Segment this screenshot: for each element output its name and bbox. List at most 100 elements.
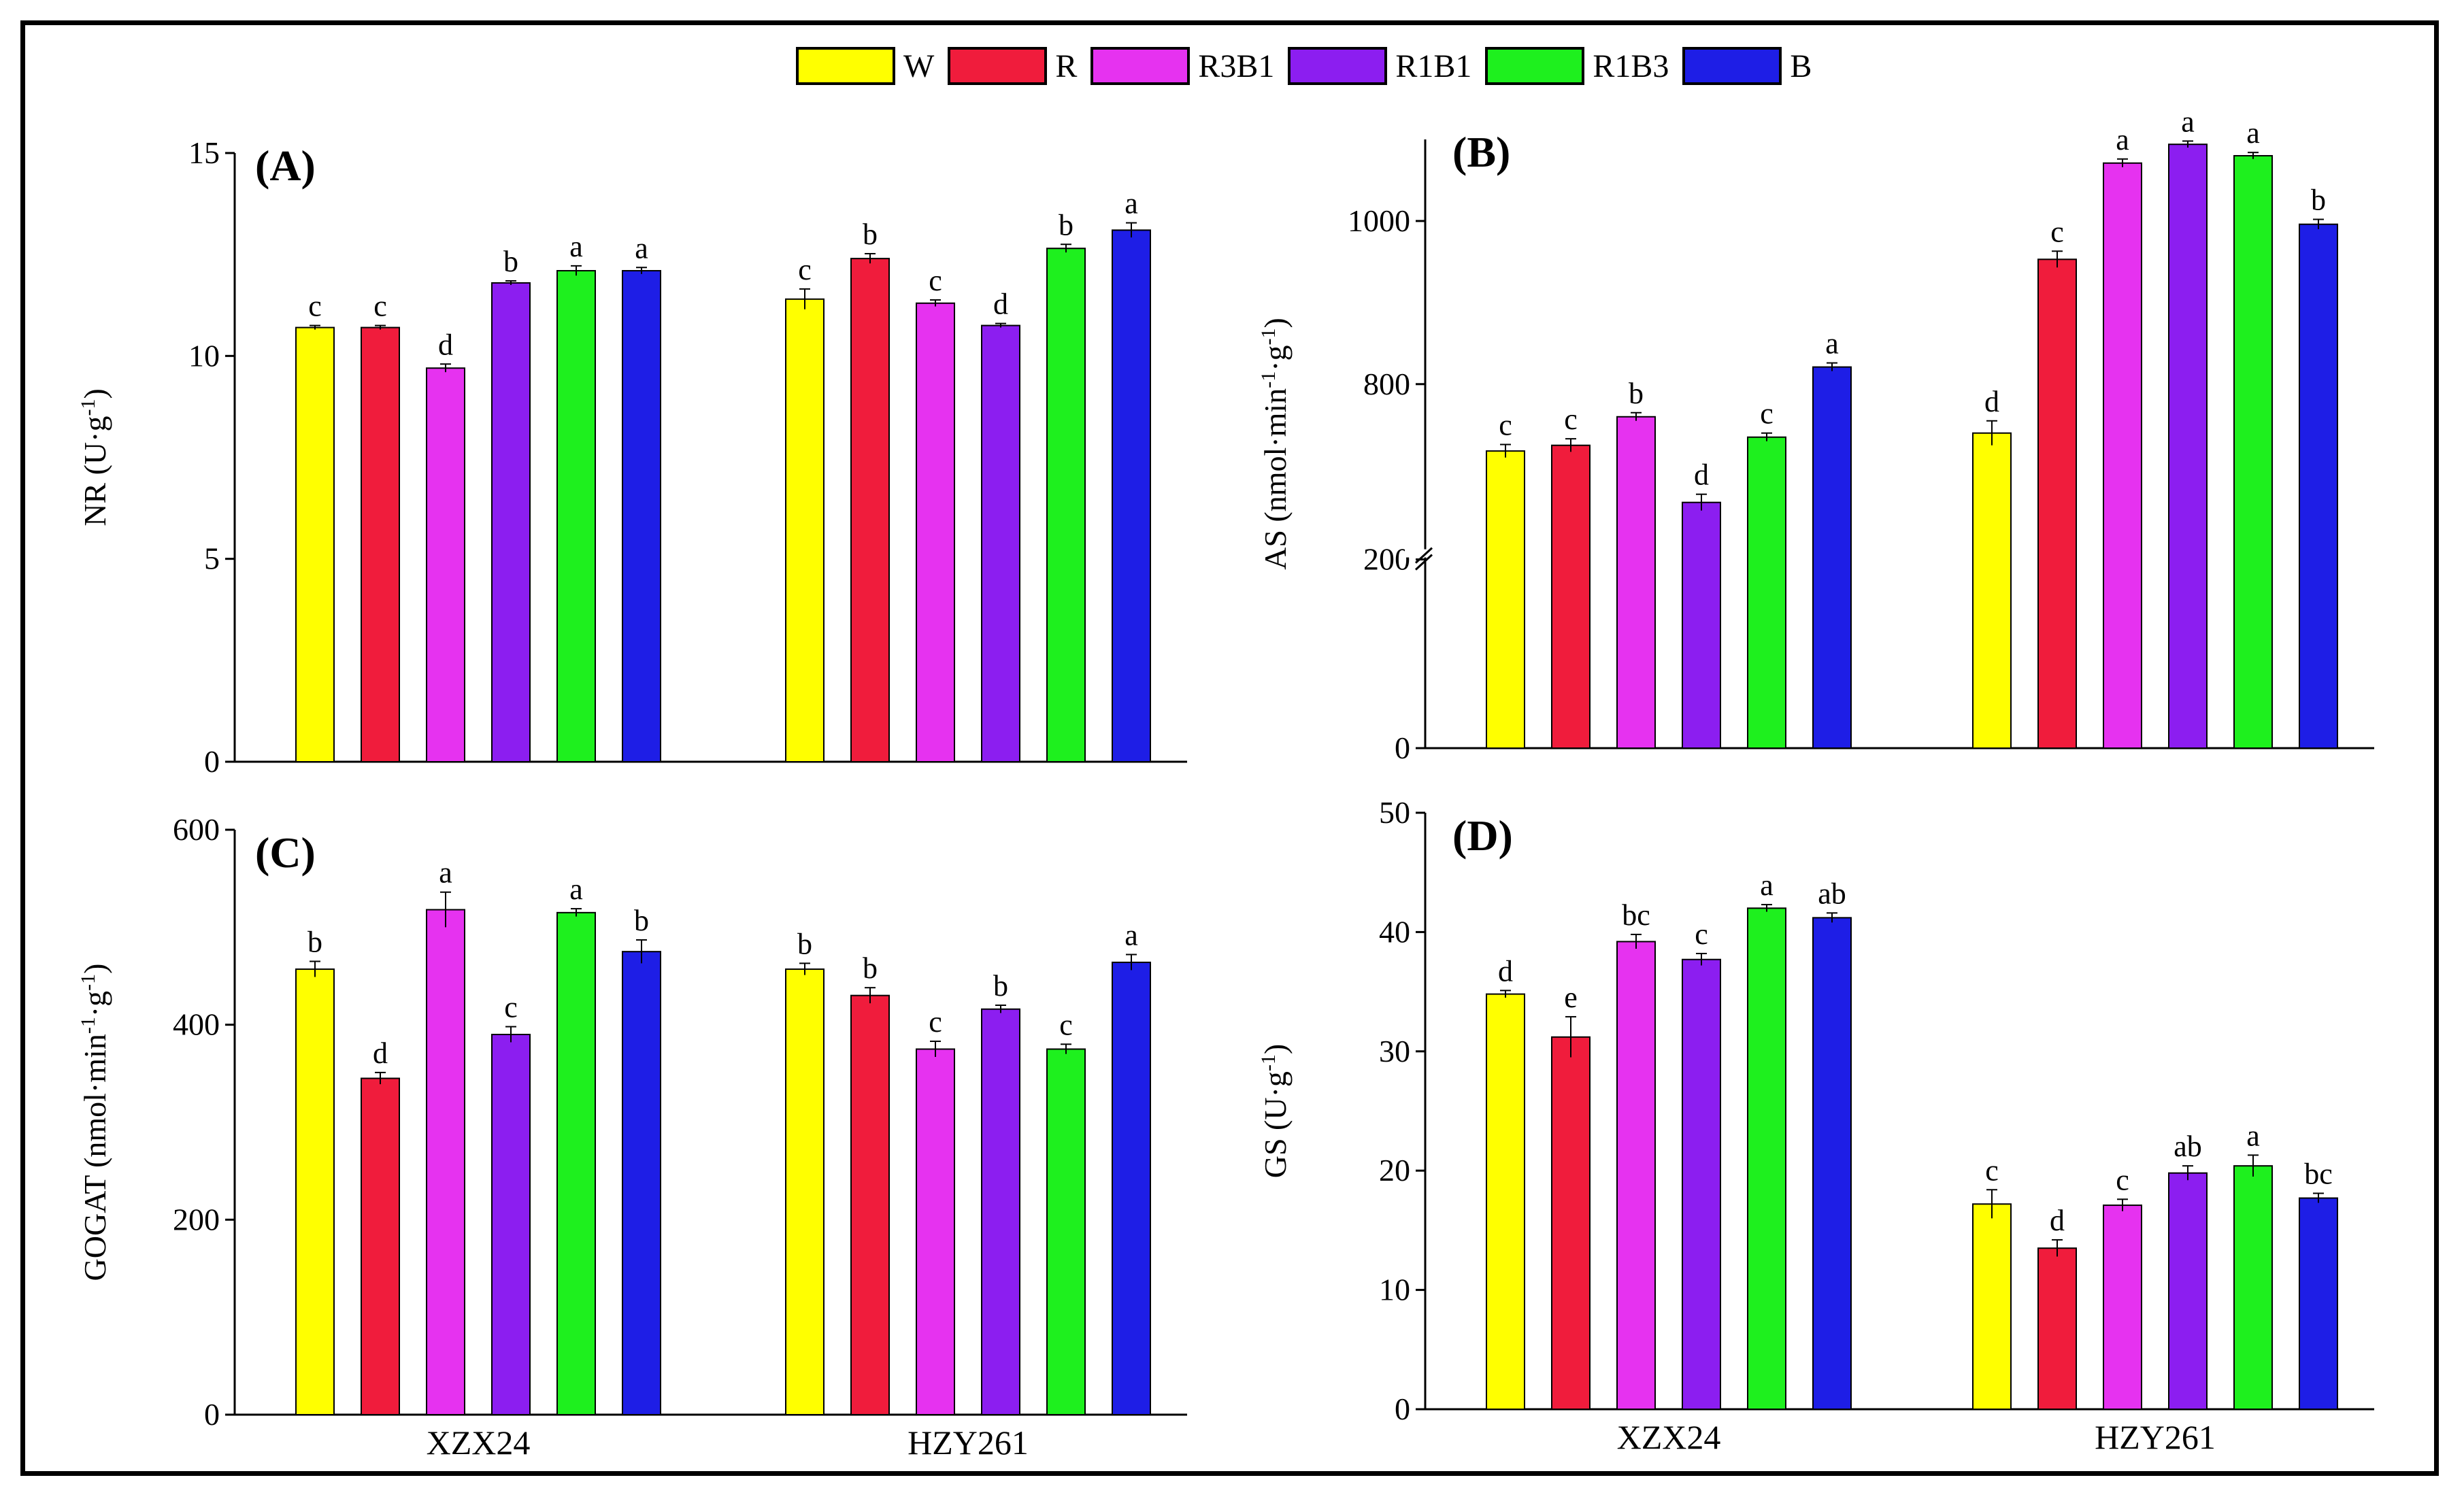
legend-swatch-b [1682, 47, 1782, 85]
bar-r1b1 [1682, 501, 1721, 749]
significance-letter: c [504, 991, 518, 1024]
bar-r1b3 [1747, 436, 1786, 749]
legend-label-r1b3: R1B3 [1593, 48, 1669, 84]
bar-w [1972, 432, 2012, 749]
bar-r1b3 [1046, 1048, 1086, 1415]
legend-label-r1b1: R1B1 [1395, 48, 1472, 84]
bar-r [1551, 1036, 1591, 1410]
significance-letter: b [2311, 184, 2326, 217]
bar-b [2299, 223, 2338, 750]
bar-r1b1 [1682, 958, 1721, 1410]
legend-label-r3b1: R3B1 [1198, 48, 1275, 84]
bar-r3b1 [426, 367, 465, 762]
y-axis-label: NR (U·g-1) [77, 388, 113, 526]
bar-b [622, 270, 661, 762]
y-tick-label: 200 [173, 1202, 220, 1236]
axis-break-mark [1414, 554, 1433, 571]
bar-w [785, 298, 825, 762]
significance-letter: a [2246, 1119, 2260, 1152]
significance-letter: c [798, 253, 812, 286]
y-tick-label: 0 [1395, 1392, 1410, 1426]
y-tick-label: 40 [1379, 914, 1410, 949]
y-tick-label: 50 [1379, 795, 1410, 830]
bar-r3b1 [916, 302, 955, 762]
bar-w [295, 326, 335, 763]
legend-label-w: W [903, 48, 935, 84]
y-tick-label: 15 [188, 135, 220, 170]
significance-letter: e [1564, 981, 1578, 1014]
bar-r1b3 [2233, 1165, 2273, 1410]
panel-label: (B) [1452, 128, 1510, 176]
significance-letter: a [1760, 869, 1774, 902]
significance-letter: c [1985, 1153, 1999, 1187]
bar-r1b3 [2233, 154, 2273, 749]
significance-letter: c [1564, 403, 1578, 436]
bar-r1b3 [1747, 907, 1786, 1410]
legend-item-r3b1: R3B1 [1091, 47, 1274, 85]
group-label: XZX24 [1617, 1418, 1721, 1456]
legend: W R R3B1 R1B1 R1B3 B [796, 42, 1825, 90]
bar-r1b3 [1046, 248, 1086, 762]
significance-letter: c [1695, 917, 1708, 951]
significance-letter: b [1629, 377, 1644, 410]
significance-letter: c [929, 1005, 942, 1039]
legend-item-b: B [1682, 47, 1812, 85]
bar-b [1112, 229, 1151, 763]
significance-letter: b [863, 218, 878, 251]
significance-letter: a [2181, 105, 2195, 138]
significance-letter: bc [1622, 898, 1650, 932]
bar-r1b1 [491, 282, 531, 762]
bar-b [2299, 1197, 2338, 1410]
bar-r3b1 [2103, 162, 2142, 749]
legend-label-b: B [1790, 48, 1812, 84]
y-axis-label: AS (nmol·min-1·g-1) [1257, 318, 1293, 570]
bar-r3b1 [2103, 1205, 2142, 1411]
significance-letter: d [1694, 458, 1709, 492]
y-tick-label: 10 [188, 338, 220, 373]
bar-r1b3 [556, 911, 596, 1416]
y-tick-label: 20 [1379, 1153, 1410, 1188]
axis-break-mark [1414, 547, 1433, 564]
y-tick-label: 800 [1363, 367, 1410, 401]
significance-letter: bc [2304, 1158, 2333, 1191]
significance-letter: d [993, 288, 1008, 321]
significance-letter: b [307, 926, 322, 959]
legend-swatch-r [948, 47, 1048, 85]
y-axis-label: GOGAT (nmol·min-1·g-1) [77, 964, 113, 1281]
y-tick-label: 200 [1363, 542, 1410, 577]
significance-letter: a [2246, 116, 2260, 150]
significance-letter: c [2050, 215, 2064, 248]
y-tick-label: 0 [204, 744, 220, 779]
significance-letter: c [373, 290, 387, 323]
significance-letter: d [1984, 385, 1999, 418]
y-tick-label: 0 [204, 1397, 220, 1432]
significance-letter: b [503, 245, 518, 278]
significance-letter: c [929, 264, 942, 297]
legend-label-r: R [1055, 48, 1078, 84]
y-tick-label: 0 [1395, 730, 1410, 765]
legend-swatch-r3b1 [1091, 47, 1191, 85]
y-tick-label: 5 [204, 541, 220, 576]
bar-r1b1 [2168, 1172, 2208, 1410]
significance-letter: a [1125, 918, 1138, 951]
bar-r1b1 [2168, 144, 2208, 749]
y-tick-label: 10 [1379, 1273, 1410, 1307]
significance-letter: c [308, 290, 322, 323]
bar-r [850, 258, 890, 762]
legend-item-r1b1: R1B1 [1288, 47, 1471, 85]
bar-r [850, 994, 890, 1415]
significance-letter: a [569, 230, 583, 263]
significance-letter: a [2116, 123, 2129, 156]
bar-b [1112, 961, 1151, 1415]
group-label: XZX24 [427, 1424, 531, 1462]
legend-swatch-w [796, 47, 895, 85]
bar-b [1812, 917, 1852, 1411]
legend-item-w: W [796, 47, 934, 85]
group-label: HZY261 [908, 1424, 1029, 1462]
bar-r1b1 [981, 1008, 1020, 1415]
significance-letter: a [569, 873, 583, 906]
significance-letter: b [634, 904, 649, 937]
